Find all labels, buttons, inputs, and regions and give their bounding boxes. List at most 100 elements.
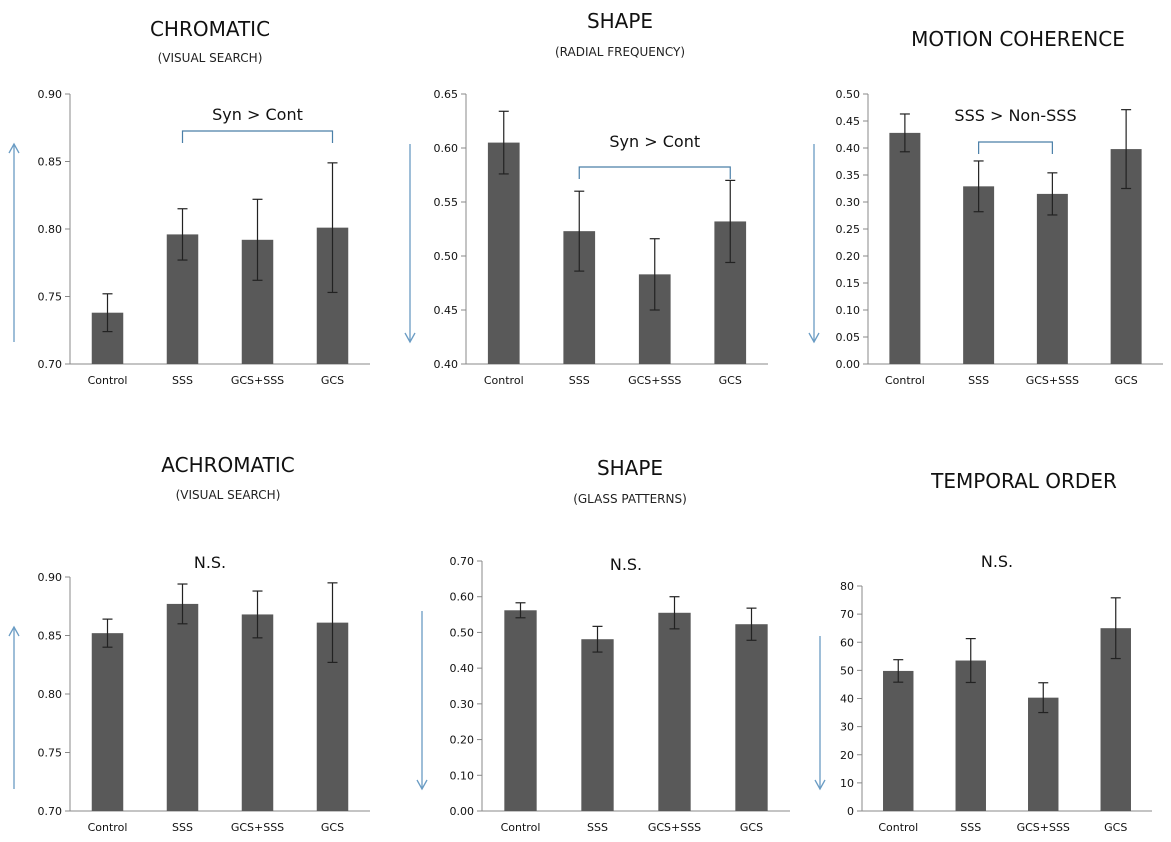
y-tick-label: 20 bbox=[840, 749, 854, 762]
error-bar bbox=[252, 198, 263, 281]
arrow-head bbox=[8, 625, 20, 637]
arrow-head bbox=[814, 779, 826, 791]
error-bar bbox=[498, 110, 509, 175]
arrow-head bbox=[808, 332, 820, 344]
x-tick-label: SSS bbox=[172, 821, 193, 834]
chart-panel: TEMPORAL ORDER 0 10 20 30 40 50 60 70 80 Control SS… bbox=[814, 469, 1152, 834]
bar-sss bbox=[166, 603, 199, 811]
significance-annotation: Syn > Cont bbox=[609, 132, 700, 151]
x-tick-label: Control bbox=[88, 821, 128, 834]
bar-gcs-sss bbox=[1028, 697, 1059, 811]
error-bar bbox=[1110, 597, 1121, 660]
y-tick-label: 0.25 bbox=[836, 223, 861, 236]
x-tick-label: GCS bbox=[321, 374, 344, 387]
x-tick-label: GCS bbox=[321, 821, 344, 834]
error-bar bbox=[893, 659, 904, 683]
y-tick-label: 0.30 bbox=[450, 698, 475, 711]
significance-annotation: SSS > Non-SSS bbox=[954, 106, 1076, 125]
error-bar bbox=[327, 162, 338, 294]
y-tick-label: 0.90 bbox=[38, 88, 63, 101]
y-tick-label: 0.50 bbox=[836, 88, 861, 101]
error-bar bbox=[252, 590, 263, 639]
error-bar bbox=[1047, 172, 1058, 216]
y-tick-label: 0 bbox=[847, 805, 854, 818]
x-tick-label: GCS+SSS bbox=[648, 821, 701, 834]
x-tick-label: GCS bbox=[1115, 374, 1138, 387]
y-tick-label: 0.60 bbox=[434, 142, 459, 155]
y-tick-label: 60 bbox=[840, 636, 854, 649]
x-tick-label: GCS+SSS bbox=[628, 374, 681, 387]
y-tick-label: 0.90 bbox=[38, 571, 63, 584]
arrow-up-icon bbox=[8, 625, 20, 789]
chart-panel: ACHROMATIC (VISUAL SEARCH) 0.70 0.75 0.80 0.8… bbox=[8, 453, 370, 834]
x-tick-label: GCS bbox=[740, 821, 763, 834]
bar-gcs bbox=[735, 624, 768, 811]
chart-subtitle: (VISUAL SEARCH) bbox=[158, 51, 263, 65]
y-tick-label: 0.70 bbox=[450, 555, 475, 568]
error-bar bbox=[669, 596, 680, 630]
arrow-head bbox=[404, 332, 416, 344]
arrow-up-icon bbox=[8, 142, 20, 342]
y-tick-label: 0.15 bbox=[836, 277, 861, 290]
chart-panel: CHROMATIC (VISUAL SEARCH) 0.70 0.75 0.80 0.85… bbox=[8, 17, 370, 387]
y-tick-label: 0.10 bbox=[450, 769, 475, 782]
error-bar bbox=[177, 583, 188, 625]
bar-gcs-sss bbox=[658, 612, 691, 811]
chart-panel: MOTION COHERENCE 0.00 0.05 0.10 0.15 0.20 0.25… bbox=[808, 27, 1163, 387]
significance-annotation: Syn > Cont bbox=[212, 105, 303, 124]
x-tick-label: Control bbox=[484, 374, 524, 387]
bar-control bbox=[883, 670, 914, 811]
y-tick-label: 0.75 bbox=[38, 747, 63, 760]
chart-title: ACHROMATIC bbox=[161, 453, 294, 477]
significance-annotation: N.S. bbox=[194, 553, 226, 572]
significance-bracket bbox=[181, 130, 334, 143]
y-tick-label: 30 bbox=[840, 721, 854, 734]
x-tick-label: Control bbox=[878, 821, 918, 834]
error-bar bbox=[574, 190, 585, 272]
y-tick-label: 0.20 bbox=[450, 734, 475, 747]
bar-sss bbox=[955, 660, 986, 811]
arrow-down-icon bbox=[416, 611, 428, 791]
error-bar bbox=[725, 179, 736, 264]
arrow-down-icon bbox=[814, 636, 826, 791]
y-tick-label: 50 bbox=[840, 664, 854, 677]
x-tick-label: Control bbox=[885, 374, 925, 387]
error-bar bbox=[102, 618, 113, 648]
bar-control bbox=[504, 610, 537, 811]
arrow-down-icon bbox=[404, 144, 416, 344]
y-tick-label: 0.85 bbox=[38, 630, 63, 643]
y-tick-label: 0.45 bbox=[836, 115, 861, 128]
error-bar bbox=[899, 113, 910, 153]
y-tick-label: 0.05 bbox=[836, 331, 861, 344]
x-tick-label: GCS+SSS bbox=[231, 374, 284, 387]
y-tick-label: 0.30 bbox=[836, 196, 861, 209]
bar-gcs-sss bbox=[1036, 193, 1068, 364]
chart-subtitle: (GLASS PATTERNS) bbox=[573, 492, 687, 506]
y-tick-label: 0.00 bbox=[450, 805, 475, 818]
significance-bracket bbox=[578, 166, 731, 179]
y-tick-label: 0.55 bbox=[434, 196, 459, 209]
chart-title: MOTION COHERENCE bbox=[911, 27, 1125, 51]
chart-panel: SHAPE (RADIAL FREQUENCY) 0.40 0.45 0.50 0.55 0… bbox=[404, 9, 768, 387]
chart-title: SHAPE bbox=[587, 9, 653, 33]
y-tick-label: 0.35 bbox=[836, 169, 861, 182]
x-tick-label: SSS bbox=[960, 821, 981, 834]
bar-control bbox=[91, 633, 124, 811]
y-tick-label: 0.45 bbox=[434, 304, 459, 317]
x-tick-label: Control bbox=[88, 374, 128, 387]
x-tick-label: GCS bbox=[1104, 821, 1127, 834]
y-tick-label: 70 bbox=[840, 608, 854, 621]
x-tick-label: GCS+SSS bbox=[1026, 374, 1079, 387]
y-tick-label: 40 bbox=[840, 693, 854, 706]
error-bar bbox=[973, 160, 984, 213]
bar-gcs-sss bbox=[241, 614, 274, 811]
y-tick-label: 0.10 bbox=[836, 304, 861, 317]
x-tick-label: SSS bbox=[587, 821, 608, 834]
y-tick-label: 0.60 bbox=[450, 591, 475, 604]
error-bar bbox=[327, 582, 338, 664]
x-tick-label: GCS+SSS bbox=[1017, 821, 1070, 834]
error-bar bbox=[1038, 682, 1049, 714]
error-bar bbox=[746, 607, 757, 641]
x-tick-label: SSS bbox=[968, 374, 989, 387]
